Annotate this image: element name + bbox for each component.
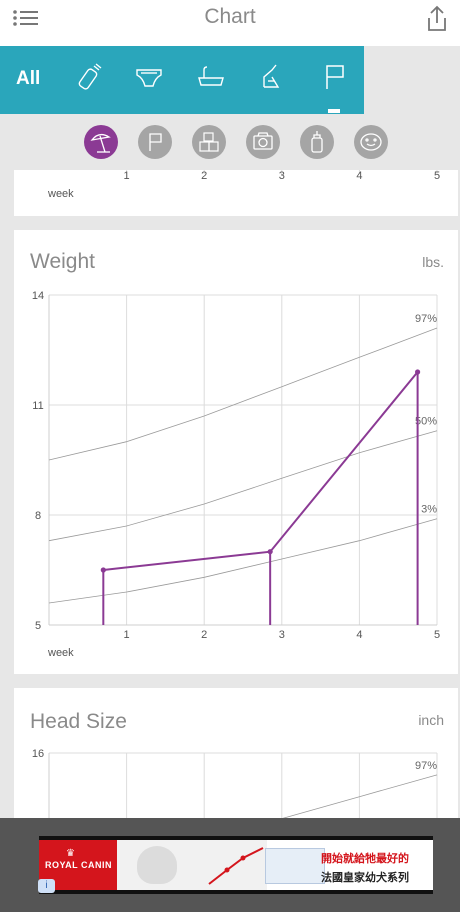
category-selected-indicator [328, 109, 340, 113]
ad-info-icon[interactable]: i [38, 879, 55, 893]
weight-chart[interactable]: 14 11 8 5 1 2 3 4 5 week 97% 50% 3% [14, 230, 458, 674]
flag-filter-icon[interactable] [138, 125, 172, 159]
head-size-chart-unit: inch [418, 712, 444, 728]
percentile-curve [281, 774, 438, 819]
x-tick-label: 4 [356, 629, 362, 641]
percentile-label: 3% [421, 504, 437, 516]
diaper-icon[interactable] [132, 60, 166, 94]
weight-data-point [415, 369, 421, 375]
bath-tub-icon[interactable] [194, 60, 228, 94]
weight-data-point [267, 549, 273, 555]
x-tick-label: 4 [356, 170, 362, 182]
previous-chart-axis: 1 2 3 4 5 week [47, 170, 440, 200]
camera-icon[interactable] [246, 125, 280, 159]
ad-headline: 開始就給牠最好的 [321, 853, 409, 865]
weight-data-point [100, 567, 106, 573]
y-tick-label: 8 [35, 510, 41, 522]
x-tick-label: 1 [124, 170, 130, 182]
beach-umbrella-icon[interactable] [84, 125, 118, 159]
percentile-curve [48, 430, 438, 542]
top-bar: Chart [0, 0, 460, 46]
x-axis-label: week [47, 188, 74, 200]
x-tick-label: 2 [201, 170, 207, 182]
percentile-label: 50% [415, 416, 437, 428]
list-menu-icon[interactable] [10, 5, 42, 33]
weight-chart-card: Weight lbs. 14 11 8 5 1 2 3 4 5 week 97% 50% 3% [14, 230, 458, 674]
x-tick-label: 2 [201, 629, 207, 641]
ad-banner[interactable]: ♛ ROYAL CANIN 開始就給牠最好的 法國皇家幼犬系列 [39, 836, 433, 894]
face-icon[interactable] [354, 125, 388, 159]
category-bar: All [0, 46, 364, 114]
product-packs-image [265, 848, 325, 884]
head-size-chart-title: Head Size [30, 710, 127, 733]
weight-series-line [103, 371, 419, 571]
blocks-icon[interactable] [192, 125, 226, 159]
percentile-curve [48, 518, 438, 604]
percentile-curve [48, 327, 438, 461]
share-icon[interactable] [424, 4, 450, 34]
page-title: Chart [204, 5, 256, 28]
x-tick-label: 3 [279, 629, 285, 641]
crown-icon: ♛ [66, 848, 75, 859]
ad-bar: ♛ ROYAL CANIN 開始就給牠最好的 法國皇家幼犬系列 [0, 818, 460, 912]
flag-icon[interactable] [318, 60, 352, 94]
puppy-image [137, 846, 177, 884]
ad-subline: 法國皇家幼犬系列 [321, 872, 409, 884]
breast-pump-icon[interactable] [254, 60, 288, 94]
y-tick-label: 14 [32, 290, 44, 302]
head-size-chart[interactable]: 16 97% [14, 688, 458, 828]
previous-chart-card: 1 2 3 4 5 week [14, 170, 458, 216]
bottle-filter-icon[interactable] [300, 125, 334, 159]
weight-chart-unit: lbs. [422, 254, 444, 270]
percentile-label: 97% [415, 313, 437, 325]
y-tick-label: 11 [32, 400, 43, 412]
x-tick-label: 5 [434, 170, 440, 182]
y-tick-label: 16 [32, 748, 44, 760]
ad-brand-name: ROYAL CANIN [45, 860, 113, 870]
x-axis-label: week [47, 647, 74, 659]
filter-row [0, 118, 460, 170]
x-tick-label: 3 [279, 170, 285, 182]
y-tick-label: 5 [35, 620, 41, 632]
bottle-icon[interactable] [72, 60, 106, 94]
category-all-tab[interactable]: All [16, 68, 41, 89]
head-size-chart-card: Head Size inch 16 97% [14, 688, 458, 828]
ad-timeline-graphic [207, 844, 267, 886]
x-tick-label: 5 [434, 629, 440, 641]
weight-chart-title: Weight [30, 250, 95, 273]
x-tick-label: 1 [124, 629, 130, 641]
percentile-label: 97% [415, 760, 437, 772]
